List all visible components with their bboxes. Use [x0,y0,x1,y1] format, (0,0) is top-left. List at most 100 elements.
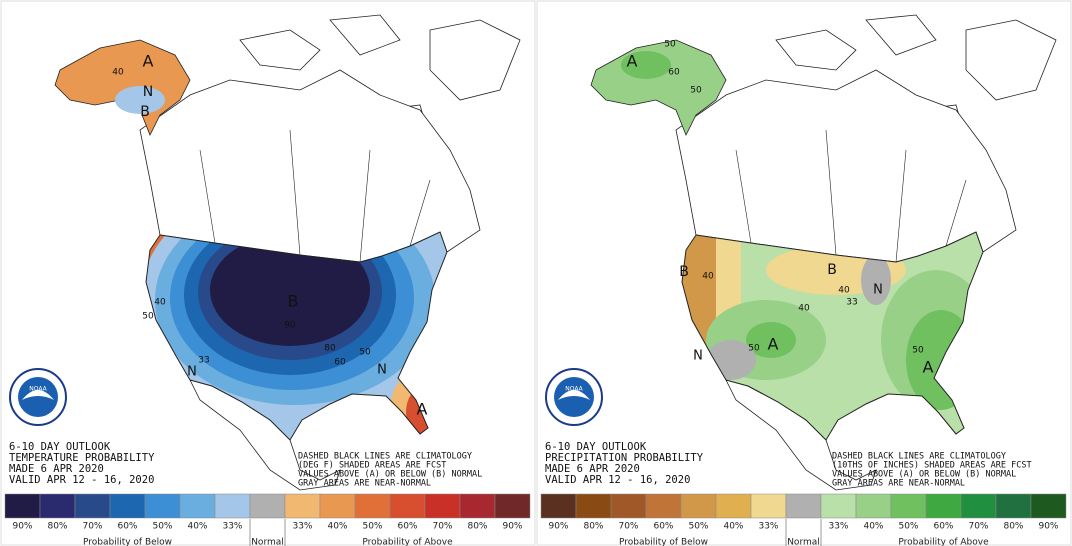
legend-swatch [645,493,682,519]
title-line: MADE 6 APR 2020 [9,463,104,475]
map-label: 60 [334,358,346,368]
legend-label: 90% [1038,522,1058,532]
legend-swatch [960,493,997,519]
landmass [775,29,857,71]
legend-swatch [680,493,717,519]
title-line: TEMPERATURE PROBABILITY [9,452,155,464]
landmass [239,29,321,71]
legend-label: 50% [362,522,382,532]
legend-swatch [424,493,461,519]
legend-label: 60% [397,522,417,532]
legend-label: 90% [12,522,32,532]
legend-swatch [575,493,612,519]
legend-label: 70% [618,522,638,532]
panel-frame [536,0,1072,546]
map-label: B [140,104,150,120]
map-label: 40 [112,68,124,78]
map-label: A [143,52,154,71]
logo-text: NOAA [565,386,583,393]
map-label: 50 [664,40,676,50]
title-line: 6-10 DAY OUTLOOK [9,441,111,453]
legend-label: 40% [327,522,347,532]
legend-swatch [995,493,1032,519]
legend-label: 70% [82,522,102,532]
map-label: 60 [668,68,680,78]
map-label: 50 [748,344,760,354]
note-line: GRAY AREAS ARE NEAR-NORMAL [832,479,965,489]
legend-swatch [855,493,892,519]
landmass [429,19,521,101]
note-line: VALUES ABOVE (A) OR BELOW (B) NORMAL [298,470,482,480]
landmass [965,19,1057,101]
title-line: 6-10 DAY OUTLOOK [545,441,647,453]
logo-text: NOAA [29,386,47,393]
logo [18,377,58,417]
legend-swatch [319,493,356,519]
legend-label: 80% [1003,522,1023,532]
legend-swatch [715,493,752,519]
legend-group: Normal [787,538,820,546]
title-line: VALID APR 12 - 16, 2020 [545,474,690,486]
map-label: A [417,400,428,419]
legend-label: 70% [968,522,988,532]
legend-swatch [1030,493,1067,519]
legend-swatch [179,493,216,519]
legend-group: Normal [251,538,284,546]
us-outline [145,231,448,441]
legend-group: Probability of Below [83,538,172,546]
map-label: 80 [324,344,336,354]
probability-area [746,322,796,358]
legend-swatch [39,493,76,519]
legend-label: 60% [653,522,673,532]
border-line [945,179,967,247]
legend-swatch [284,493,321,519]
legend-swatch [109,493,146,519]
legend-label: 33% [222,522,242,532]
legend-group: Probability of Above [898,538,989,546]
map-label: B [288,292,299,311]
legend-label: 33% [292,522,312,532]
legend-swatch [610,493,647,519]
legend-label: 33% [828,522,848,532]
note-line: (DEG F) SHADED AREAS ARE FCST [298,461,446,471]
border-line [735,149,752,244]
legend-label: 40% [187,522,207,532]
border-line [825,129,837,256]
map-label: 50 [690,86,702,96]
border-line [359,149,371,263]
note-line: (10THS OF INCHES) SHADED AREAS ARE FCST [832,461,1032,471]
legend-swatch [540,493,577,519]
legend-swatch [354,493,391,519]
map-label: B [679,264,689,280]
map-label: A [923,358,934,377]
alaska-shade [115,86,165,114]
map-label: 50 [142,312,154,322]
title-line: PRECIPITATION PROBABILITY [545,452,704,464]
legend-label: 50% [898,522,918,532]
note-line: VALUES ABOVE (A) OR BELOW (B) NORMAL [832,470,1016,480]
legend-swatch [494,493,531,519]
landmass [329,14,401,56]
legend-label: 40% [863,522,883,532]
legend-swatch [459,493,496,519]
map-label: N [187,365,197,380]
legend-label: 50% [688,522,708,532]
map-label: B [827,262,837,278]
legend-swatch [4,493,41,519]
map-label: 33 [198,356,209,366]
border-line [895,149,907,263]
map-label: N [143,84,153,100]
map-label: N [693,349,703,364]
legend-label: 50% [152,522,172,532]
legend-swatch [389,493,426,519]
map-label: 40 [154,298,166,308]
legend-swatch [74,493,111,519]
map-label: A [768,335,779,354]
legend-group: Probability of Above [362,538,453,546]
legend-label: 80% [467,522,487,532]
us-shading [682,232,983,440]
alaska [54,39,191,136]
map-label: 40 [702,272,714,282]
